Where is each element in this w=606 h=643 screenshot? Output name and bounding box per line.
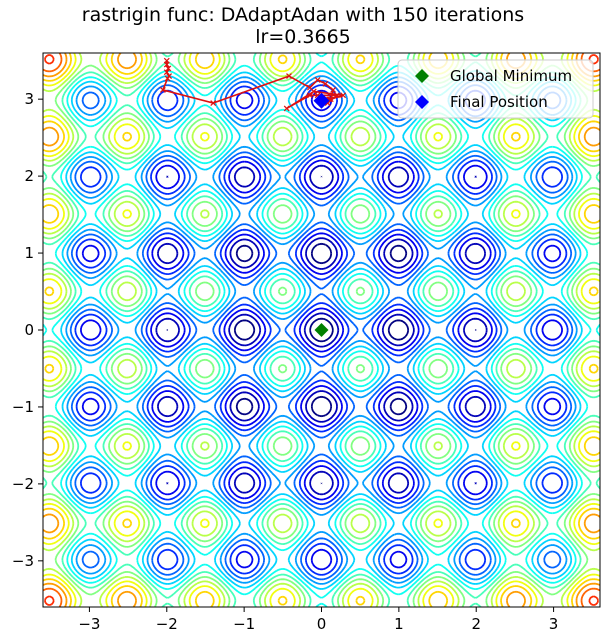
contour-level — [80, 89, 563, 571]
legend: Global Minimum Final Position — [397, 59, 594, 119]
y-tick-label: 1 — [24, 244, 34, 262]
y-tick-label: −3 — [12, 552, 34, 570]
trajectory-layer — [159, 57, 347, 337]
trajectory-point — [283, 105, 290, 112]
final-position-marker — [313, 92, 330, 109]
contour-lines — [43, 53, 600, 607]
legend-box — [397, 59, 594, 119]
trajectory-point — [286, 73, 292, 80]
y-tick-label: −2 — [12, 475, 34, 493]
y-axis: −3 −2 −1 0 1 2 3 — [12, 90, 43, 570]
trajectory-point — [314, 77, 321, 83]
contour-level — [44, 54, 599, 606]
contour-level — [69, 79, 574, 581]
contour-level — [74, 84, 569, 576]
global-minimum-marker — [314, 323, 329, 337]
trajectory-point — [165, 65, 172, 72]
trajectory-point — [322, 80, 329, 87]
x-tick-label: −3 — [78, 615, 100, 633]
trajectory-point — [159, 87, 166, 93]
contour-level — [155, 164, 488, 496]
contour-level — [65, 75, 578, 585]
trajectory-point — [340, 92, 347, 99]
chart-title: rastrigin func: DAdaptAdan with 150 iter… — [81, 4, 525, 26]
trajectory-point — [163, 61, 170, 68]
trajectory-point — [164, 75, 171, 82]
trajectory-point — [163, 69, 170, 76]
y-tick-label: 2 — [24, 167, 34, 185]
x-axis: −3 −2 −1 0 1 2 3 — [78, 607, 558, 633]
legend-marker — [415, 95, 429, 109]
x-tick-label: 3 — [549, 615, 559, 633]
contour-level — [43, 53, 600, 607]
trajectory-point — [306, 92, 313, 99]
x-tick-label: −1 — [233, 615, 255, 633]
x-tick-label: 1 — [394, 615, 404, 633]
contour-level — [60, 70, 583, 590]
contour-level — [43, 53, 600, 607]
y-tick-label: −1 — [12, 398, 34, 416]
x-tick-label: 0 — [317, 615, 327, 633]
y-tick-label: 0 — [24, 321, 34, 339]
trajectory-point — [330, 87, 337, 93]
legend-marker — [415, 69, 429, 83]
chart-subtitle: lr=0.3665 — [255, 26, 351, 48]
trajectory-point — [334, 92, 340, 99]
contour-level — [43, 53, 600, 607]
contour-level — [166, 175, 477, 485]
legend-label: Final Position — [450, 93, 548, 111]
trajectory-point — [210, 100, 217, 106]
y-tick-label: 3 — [24, 90, 34, 108]
x-tick-label: 2 — [471, 615, 481, 633]
x-tick-label: −2 — [156, 615, 178, 633]
legend-label: Global Minimum — [450, 67, 572, 85]
